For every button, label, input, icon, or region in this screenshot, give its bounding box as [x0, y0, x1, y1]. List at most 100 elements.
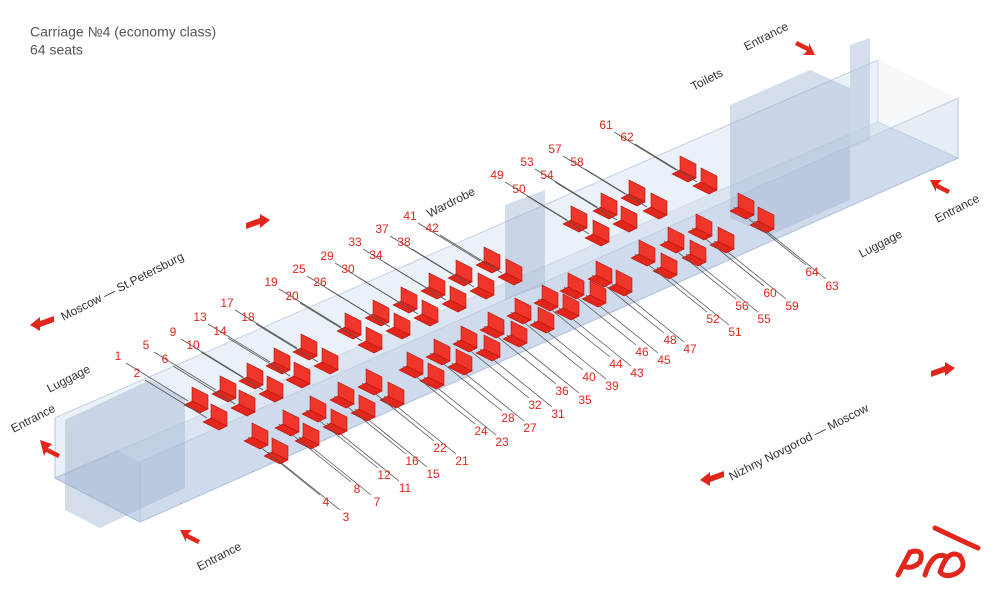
seat-number: 29 — [320, 249, 334, 263]
toilets-block — [730, 70, 850, 235]
seat-back — [219, 375, 237, 399]
seat-back — [689, 239, 707, 263]
direction-arrow — [931, 362, 955, 377]
seat-number: 43 — [630, 366, 644, 380]
seat-number: 62 — [620, 130, 634, 144]
seat-number: 24 — [474, 424, 488, 438]
leader-line — [613, 131, 677, 171]
leader-line — [234, 309, 298, 349]
leader-line — [526, 195, 590, 235]
seat-back — [358, 394, 376, 418]
entrance-arrow — [180, 530, 200, 544]
seat-back — [449, 285, 467, 309]
seat-number: 12 — [377, 468, 391, 482]
seat-number: 60 — [763, 286, 777, 300]
leader-line — [125, 362, 189, 402]
seat-number: 18 — [241, 310, 255, 324]
seat-back — [628, 179, 646, 203]
seat-back — [365, 326, 383, 350]
seat-number: 45 — [657, 353, 671, 367]
seat-back — [344, 312, 362, 336]
seat-number: 50 — [512, 182, 526, 196]
door-right — [850, 38, 870, 148]
seat-back — [238, 389, 256, 413]
seat-number: 28 — [501, 411, 515, 425]
seat-number: 44 — [609, 357, 623, 371]
seat-back — [372, 299, 390, 323]
seat-number: 61 — [599, 118, 613, 132]
seat-back — [455, 259, 473, 283]
seat-back — [191, 386, 209, 410]
leader-line — [584, 168, 648, 208]
title: Carriage №4 (economy class) — [30, 24, 216, 40]
direction-label: Moscow — St.Petersburg — [58, 249, 186, 323]
area-label: Entrance — [932, 191, 981, 225]
seat-number: 27 — [523, 421, 537, 435]
vestibule-left — [65, 380, 185, 528]
seat-number: 49 — [490, 168, 504, 182]
seat-back — [428, 272, 446, 296]
seat-back — [293, 361, 311, 385]
area-label: Entrance — [194, 539, 243, 573]
seat-back — [266, 375, 284, 399]
seat-back — [700, 167, 718, 191]
seat-number: 1 — [115, 349, 122, 363]
leader-line — [383, 261, 447, 301]
seat-number: 13 — [193, 310, 207, 324]
leader-line — [278, 288, 342, 328]
seat-number: 25 — [292, 262, 306, 276]
seat-back — [460, 325, 478, 349]
seat-number: 11 — [399, 481, 412, 495]
seat-back — [562, 293, 580, 317]
seat-back — [483, 334, 501, 358]
seat-number: 38 — [397, 235, 411, 249]
seat-number: 8 — [354, 482, 361, 496]
leader-line — [562, 155, 626, 195]
seat-number: 6 — [162, 352, 169, 366]
leader-line — [634, 143, 698, 183]
seat-number: 48 — [663, 333, 677, 347]
seat-back — [537, 306, 555, 330]
seat-number: 21 — [455, 454, 469, 468]
seat-number: 64 — [805, 265, 819, 279]
seat-number: 41 — [403, 209, 417, 223]
entrance-arrow — [930, 180, 950, 194]
seat-number: 39 — [605, 379, 619, 393]
direction-arrow — [30, 316, 54, 331]
leader-line — [144, 379, 208, 419]
subtitle: 64 seats — [30, 42, 83, 58]
seat-back — [667, 226, 685, 250]
seat-number: 9 — [170, 325, 177, 339]
seat-back — [330, 408, 348, 432]
seat-number: 19 — [264, 275, 278, 289]
seat-back — [282, 409, 300, 433]
seat-number: 57 — [548, 142, 562, 156]
seat-number: 46 — [635, 345, 649, 359]
seat-back — [638, 239, 656, 263]
area-label: Toilets — [688, 66, 725, 94]
area-label: Luggage — [856, 227, 904, 261]
seat-number: 59 — [785, 299, 799, 313]
seat-back — [321, 347, 339, 371]
leader-line — [554, 181, 618, 221]
seat-back — [589, 280, 607, 304]
seat-number: 4 — [323, 495, 330, 509]
seat-back — [615, 269, 633, 293]
seat-number: 55 — [757, 312, 771, 326]
leader-line — [534, 168, 598, 208]
seat-number: 34 — [369, 248, 383, 262]
leader-line — [504, 181, 568, 221]
seat-number: 47 — [683, 342, 697, 356]
seat-number: 51 — [728, 325, 742, 339]
seat-back — [510, 320, 528, 344]
seat-number: 5 — [143, 338, 150, 352]
seat-back — [302, 422, 320, 446]
seat-back — [251, 422, 269, 446]
seat-number: 56 — [735, 299, 749, 313]
seat-number: 42 — [425, 221, 439, 235]
seat-back — [300, 333, 318, 357]
leader-line — [327, 288, 391, 328]
seat-back — [737, 192, 755, 216]
leader-line — [439, 234, 503, 274]
seat-number: 26 — [313, 275, 327, 289]
